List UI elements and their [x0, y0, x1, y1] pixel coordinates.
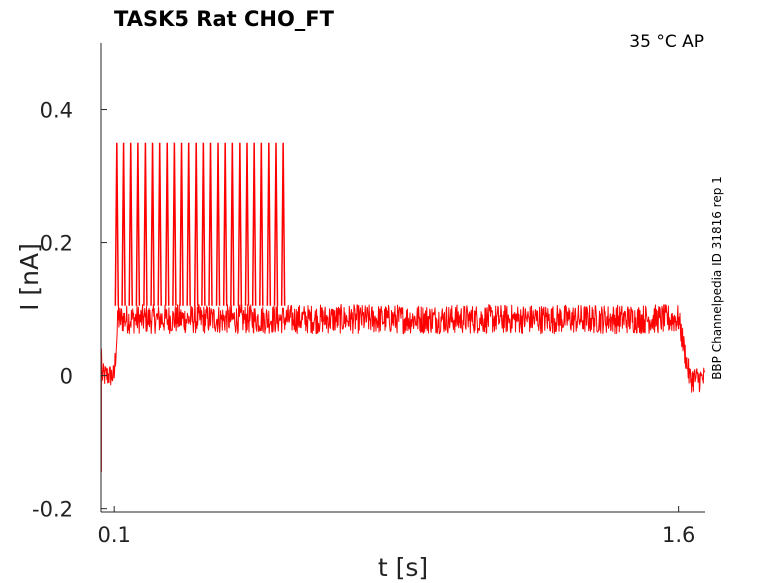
channelpedia-id-label: BBP Channelpedia ID 31816 rep 1 — [710, 176, 724, 380]
chart-title: TASK5 Rat CHO_FT — [114, 7, 335, 31]
spike-8 — [164, 142, 170, 306]
spike-17 — [230, 142, 235, 306]
y-ticks: -0.2 0 0.2 0.4 — [32, 99, 107, 522]
spike-16 — [222, 142, 228, 306]
x-axis-label: t [s] — [378, 553, 428, 582]
spike-20 — [251, 142, 257, 306]
condition-annotation: 35 °C AP — [629, 32, 704, 52]
spike-5 — [143, 142, 148, 306]
y-tick-label: 0 — [60, 365, 73, 389]
spike-14 — [208, 142, 213, 306]
spike-22 — [266, 142, 272, 306]
spike-group — [114, 142, 286, 306]
spike-21 — [259, 142, 264, 306]
spike-13 — [201, 142, 206, 306]
spike-23 — [273, 142, 279, 306]
spike-12 — [193, 142, 199, 306]
plot-area — [100, 142, 706, 473]
y-axis-label: I [nA] — [15, 243, 44, 311]
spike-10 — [179, 142, 184, 306]
spike-11 — [186, 142, 191, 306]
spike-24 — [280, 142, 286, 306]
spike-18 — [237, 142, 243, 306]
spike-15 — [215, 142, 221, 306]
spike-4 — [135, 142, 141, 306]
y-tick-label: 0.4 — [40, 99, 73, 123]
spike-19 — [244, 142, 250, 306]
spike-9 — [172, 142, 177, 306]
x-tick-label: 0.1 — [97, 523, 130, 547]
spike-3 — [128, 142, 133, 306]
spike-7 — [157, 142, 162, 306]
spike-1 — [114, 142, 120, 306]
y-tick-label: -0.2 — [32, 498, 73, 522]
x-tick-label: 1.6 — [662, 523, 695, 547]
spike-2 — [121, 142, 126, 306]
current-trace — [100, 304, 706, 473]
y-tick-label: 0.2 — [40, 232, 73, 256]
spike-6 — [150, 142, 155, 306]
x-ticks: 0.1 1.6 — [97, 506, 695, 547]
